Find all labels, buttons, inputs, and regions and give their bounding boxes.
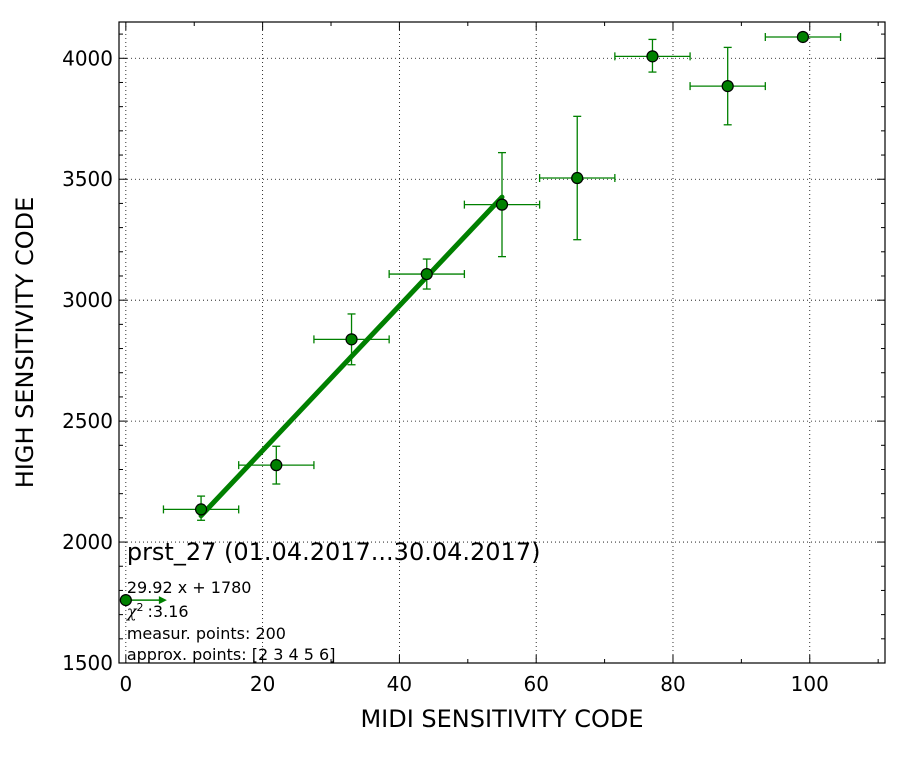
chi-value: :3.16 [148, 602, 189, 621]
y-tick-label: 2000 [62, 530, 113, 554]
y-tick-label: 3500 [62, 167, 113, 191]
data-point [194, 503, 208, 516]
data-point [119, 594, 132, 607]
ticks [119, 22, 885, 664]
points [119, 30, 810, 607]
annotation-title: prst_27 (01.04.2017...30.04.2017) [127, 538, 541, 566]
y-axis-label: HIGH SENSITIVITY CODE [11, 197, 39, 489]
data-point [420, 267, 433, 281]
x-tick-label: 40 [387, 672, 412, 696]
grid [119, 22, 885, 664]
data-point [796, 30, 810, 44]
y-tick-label: 3000 [62, 288, 113, 312]
y-tick-label: 4000 [62, 46, 113, 70]
axes-frame [118, 21, 886, 664]
annotation-measured-points: measur. points: 200 [127, 624, 286, 643]
x-tick-label: 80 [660, 672, 685, 696]
y-tick-label: 2500 [62, 409, 113, 433]
x-tick-label: 60 [523, 672, 548, 696]
x-tick-label: 0 [119, 672, 132, 696]
tick-labels: 0 20 40 60 80 100 1500 2000 2500 3000 3500 4000 [62, 46, 829, 696]
x-axis-label: MIDI SENSITIVITY CODE [360, 705, 643, 733]
annotation-equation: 29.92 x + 1780 [127, 578, 252, 597]
arrow-head [158, 596, 167, 605]
x-tick-label: 100 [791, 672, 829, 696]
data-point [571, 171, 584, 185]
x-tick-label: 20 [250, 672, 275, 696]
data-point [646, 50, 659, 63]
chi-superscript: 2 [137, 601, 144, 614]
annotation-approx-points: approx. points: [2 3 4 5 6] [127, 645, 336, 664]
data-point [721, 79, 734, 93]
data-point [270, 459, 283, 472]
data-point [345, 333, 358, 346]
chi-symbol: χ [126, 602, 138, 621]
y-tick-label: 1500 [62, 651, 113, 675]
data-point [495, 198, 509, 211]
annotation-chi-square: χ2 :3.16 [126, 601, 189, 621]
